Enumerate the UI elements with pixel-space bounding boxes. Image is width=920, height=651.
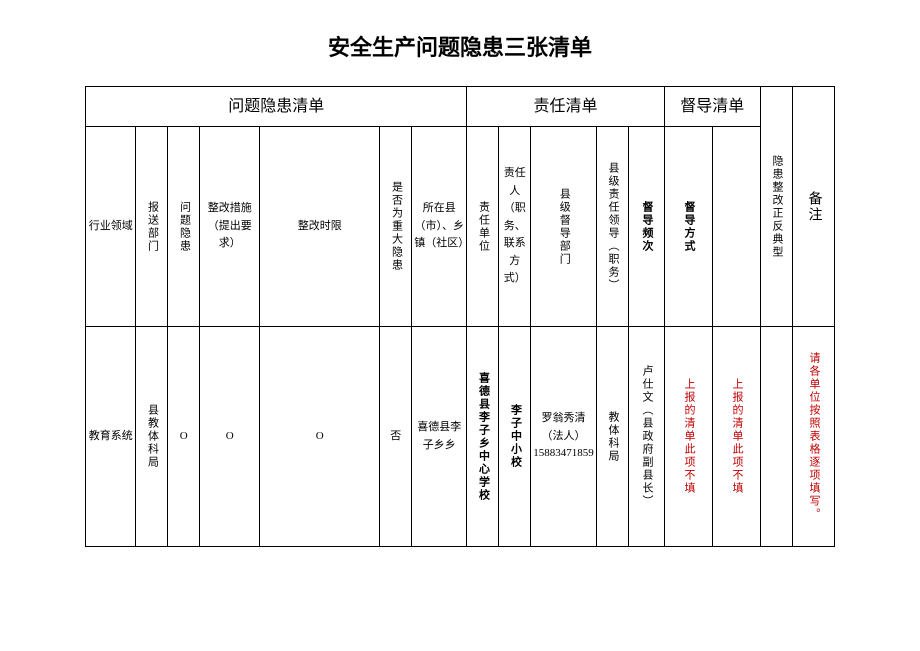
col-major: 是否为重大隐患 (380, 127, 412, 327)
cell-industry: 教育系统 (86, 327, 136, 547)
col-method: 督导方式 (664, 127, 712, 327)
table-row: 教育系统 县教体科局 O O O 否 喜德县李子乡乡 喜德县李子乡中心学校 李子… (86, 327, 835, 547)
col-contact: 责任人（职务、联系方式） (499, 127, 531, 327)
col-freq: 督导频次 (628, 127, 664, 327)
col-dept: 报送部门 (136, 127, 168, 327)
col-unit: 责任单位 (467, 127, 499, 327)
cell-contact: 罗翁秀清（法人）15883471859 (531, 327, 597, 547)
col-measure: 整改措施（提出要求） (200, 127, 260, 327)
cell-remark: 请各单位按照表格逐项填写。 (792, 327, 834, 547)
page-title: 安全生产问题隐患三张清单 (30, 30, 890, 62)
cell-unit-a: 喜德县李子乡中心学校 (467, 327, 499, 547)
cell-problem: O (168, 327, 200, 547)
col-location: 所在县（市）、乡镇（社区） (412, 127, 467, 327)
col-industry: 行业领域 (86, 127, 136, 327)
col-deadline: 整改时限 (260, 127, 380, 327)
section-responsibility: 责任清单 (467, 87, 665, 127)
checklist-table: 问题隐患清单 责任清单 督导清单 隐患整改正反典型 备注 行业领域 报送部门 问… (85, 86, 835, 547)
cell-location: 喜德县李子乡乡 (412, 327, 467, 547)
section-supervise: 督导清单 (664, 87, 760, 127)
cell-dept: 县教体科局 (136, 327, 168, 547)
col-remark: 备注 (792, 87, 834, 327)
cell-deadline: O (260, 327, 380, 547)
cell-measure: O (200, 327, 260, 547)
cell-method: 上报的清单此项不填 (712, 327, 760, 547)
col-typical: 隐患整改正反典型 (760, 87, 792, 327)
cell-major: 否 (380, 327, 412, 547)
cell-leader: 卢仕文（县政府副县长） (628, 327, 664, 547)
col-supdept: 县级督导部门 (531, 127, 597, 327)
cell-freq: 上报的清单此项不填 (664, 327, 712, 547)
col-problem: 问题隐患 (168, 127, 200, 327)
cell-supdept: 教体科局 (596, 327, 628, 547)
cell-typical (760, 327, 792, 547)
cell-unit-b: 李子中小校 (499, 327, 531, 547)
section-problem: 问题隐患清单 (86, 87, 467, 127)
col-leader: 县级责任领导（职务） (596, 127, 628, 327)
